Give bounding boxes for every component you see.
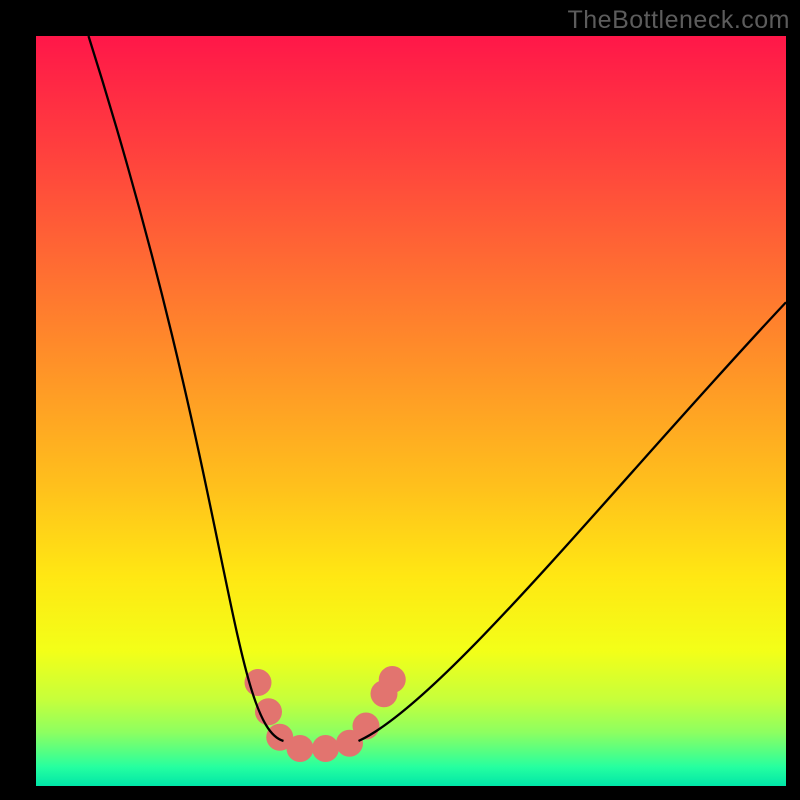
plot-svg — [36, 36, 786, 786]
watermark-text: TheBottleneck.com — [568, 6, 791, 35]
gradient-background — [36, 36, 786, 786]
bottom-dot — [353, 713, 380, 740]
bottom-dot — [379, 666, 406, 693]
plot-area — [36, 36, 786, 786]
bottom-dot — [287, 735, 314, 762]
bottom-dot — [312, 735, 339, 762]
chart-frame: TheBottleneck.com — [0, 0, 800, 800]
